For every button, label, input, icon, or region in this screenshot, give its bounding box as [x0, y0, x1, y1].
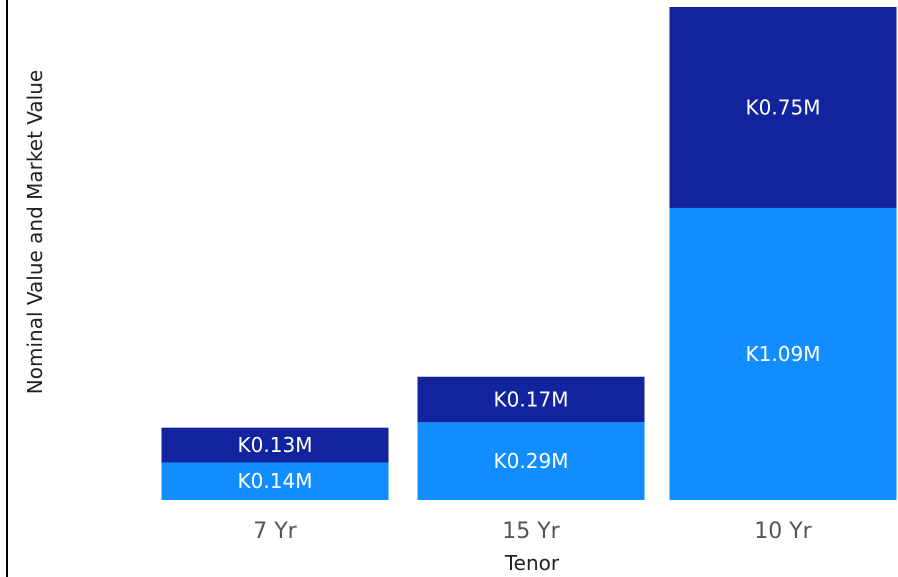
bars-group	[161, 7, 897, 500]
data-label: K0.29M	[494, 449, 569, 473]
data-label: K1.09M	[746, 342, 821, 366]
bar-10-yr-segment-0[interactable]	[669, 207, 897, 500]
y-axis-title: Nominal Value and Market Value	[23, 70, 47, 394]
bar-10-yr-segment-1[interactable]	[669, 7, 897, 208]
data-label: K0.17M	[494, 388, 569, 412]
x-tick-label: 7 Yr	[253, 519, 297, 544]
x-axis-title: Tenor	[504, 551, 560, 575]
x-tick-label: 15 Yr	[502, 519, 560, 544]
frame-border	[6, 0, 8, 577]
data-label: K0.13M	[238, 433, 313, 457]
bar-15-yr-segment-0[interactable]	[417, 422, 645, 500]
x-tick-label: 10 Yr	[754, 519, 812, 544]
data-label: K0.75M	[746, 95, 821, 119]
x-tick-labels-group: 7 Yr 15 Yr 10 Yr	[253, 519, 812, 544]
data-labels-group: K0.14M K0.13M K0.29M K0.17M K1.09M K0.75M	[238, 95, 821, 493]
bar-7-yr-segment-0[interactable]	[161, 462, 389, 500]
bar-15-yr-segment-1[interactable]	[417, 376, 645, 423]
bar-7-yr-segment-1[interactable]	[161, 427, 389, 463]
data-label: K0.14M	[238, 469, 313, 493]
